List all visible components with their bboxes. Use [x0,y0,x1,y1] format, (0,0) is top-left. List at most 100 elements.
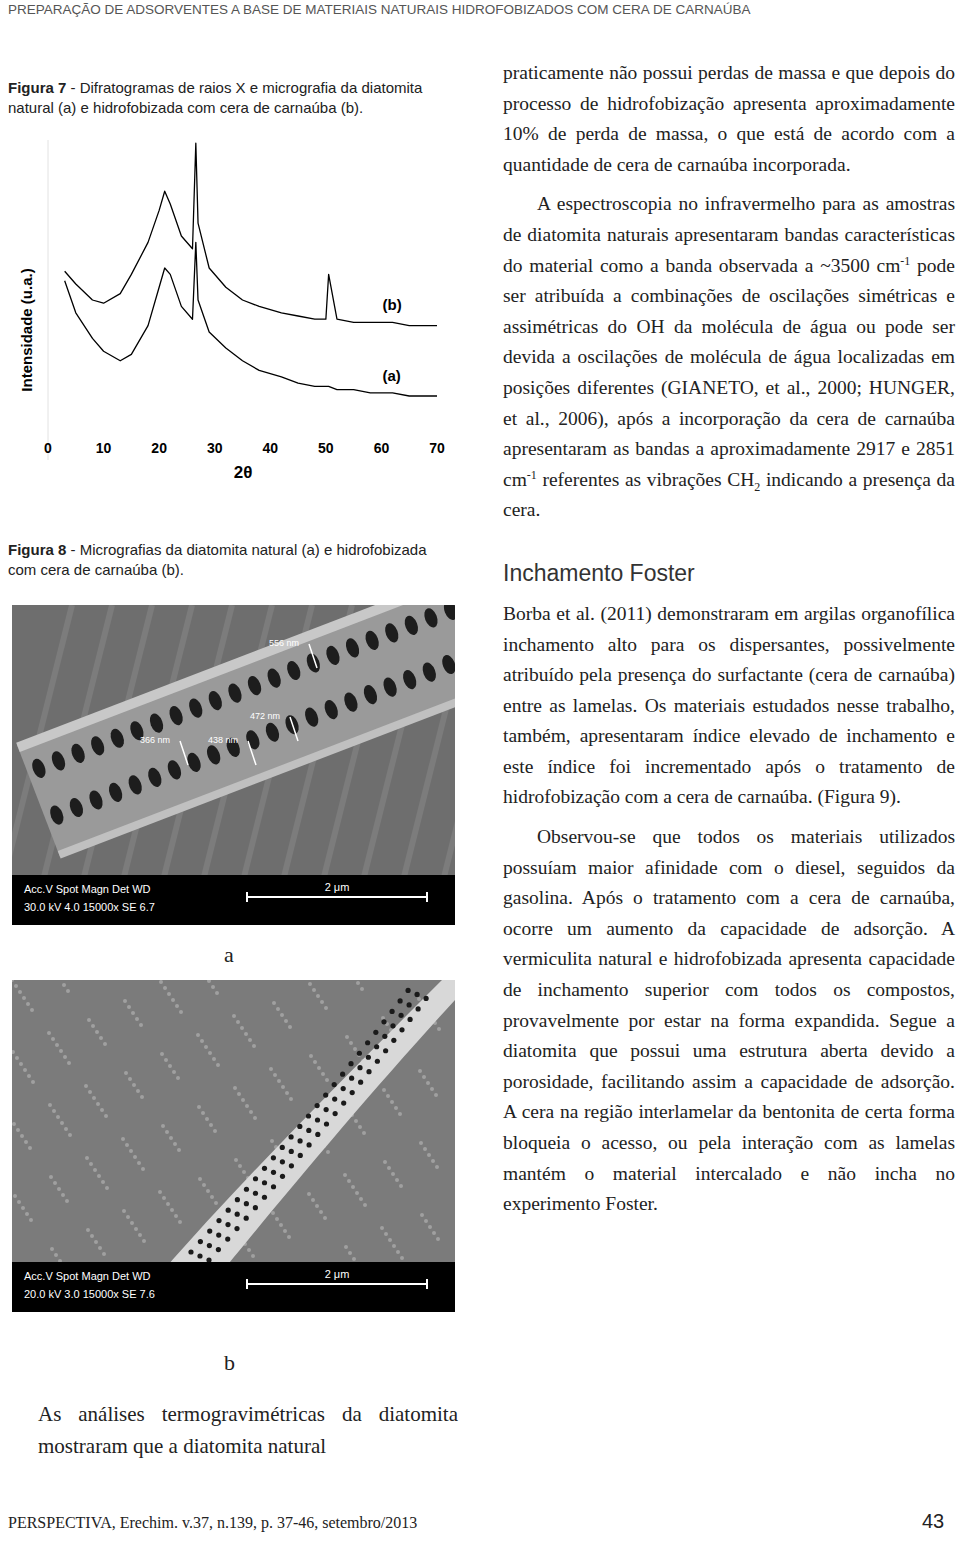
sem-texture [63,1055,67,1059]
x-tick-label: 30 [207,440,223,456]
sem-texture [173,1142,177,1146]
sem-texture [166,1202,170,1206]
x-tick-label: 0 [44,440,52,456]
pore [389,1009,394,1014]
sem-texture [198,1177,202,1181]
x-axis-label: 2θ [234,463,253,482]
series-label: (b) [383,296,402,313]
pore [271,1184,276,1189]
sem-texture [285,1091,289,1095]
text-run: referentes as vibrações CH [537,469,754,490]
frustule-band [16,605,455,859]
pore [381,1019,386,1024]
sem-texture [84,1084,88,1088]
sem-texture [102,1252,106,1256]
sem-texture [15,1056,19,1060]
sem-texture [105,1186,109,1190]
pore [363,629,381,652]
sem-texture [23,1068,27,1072]
measurement-label: 366 nm [140,735,170,745]
pore [340,1072,345,1077]
sem-texture [208,1051,212,1055]
sem-texture [86,1228,90,1232]
sem-texture [206,1189,210,1193]
sem-texture [200,1039,204,1043]
pore [288,1134,293,1139]
pore [297,1124,302,1129]
pore [407,1017,412,1022]
measure-line [309,644,317,668]
text-run: Borba et al. (2011) demonstraram em argi… [503,603,955,808]
sem-texture [237,1092,241,1096]
sem-texture [431,1159,435,1163]
sem-texture [201,1111,205,1115]
pore [187,697,205,720]
sem-texture [209,1123,213,1127]
pore [398,1013,403,1018]
sem-texture [422,1075,426,1079]
sem-texture [202,1183,206,1187]
sem-texture [323,1216,327,1220]
sem-texture [311,1198,315,1202]
sem-texture [176,1076,180,1080]
sem-texture [136,1089,140,1093]
pore [297,1138,302,1143]
sem-texture [177,1148,181,1152]
pore [262,1180,267,1185]
sem-texture [129,1149,133,1153]
sem-texture [169,1136,173,1140]
pore [350,1090,355,1095]
text-run: A espectroscopia no infravermelho para a… [503,193,955,275]
sem-texture [437,1027,441,1031]
sem-texture [312,988,316,992]
panel-label: b [224,1350,235,1376]
pore [365,1040,370,1045]
footer-journal: PERSPECTIVA, Erechim. v.37, n.139, p. 37… [8,1514,417,1532]
sem-texture [158,1190,162,1194]
sem-texture [163,986,167,990]
pore [30,757,48,780]
sem-texture [30,1008,34,1012]
sem-texture [284,1019,288,1023]
pore [357,1065,362,1070]
pore [253,1191,258,1196]
sem-texture [215,991,219,995]
sem-texture [175,1004,179,1008]
pore [349,1076,354,1081]
figure-caption: Figura 8 - Micrografias da diatomita nat… [8,540,453,580]
sem-texture [51,1037,55,1041]
pore [416,1006,421,1011]
caption-label: Figura 7 [8,79,66,96]
scale-bar [247,1283,427,1285]
sem-texture [59,1049,63,1053]
sem-texture [99,1036,103,1040]
sem-texture [317,1066,321,1070]
sem-texture [316,994,320,998]
sem-texture [103,1042,107,1046]
sem-texture [244,1032,248,1036]
scale-bar [426,1279,428,1289]
pore [322,698,340,721]
pore [234,1226,239,1231]
x-tick-label: 60 [374,440,390,456]
sem-texture [238,1164,242,1168]
sem-texture [315,1204,319,1208]
sem-texture [276,1007,280,1011]
sem-texture [275,1217,279,1221]
sem-texture [178,1220,182,1224]
sem-texture [130,1221,134,1225]
pore [245,674,263,697]
sem-texture [280,1013,284,1017]
sem-texture [21,1206,25,1210]
pore [244,1187,249,1192]
section-heading: Inchamento Foster [503,560,955,587]
pore [422,606,440,629]
sem-texture [96,1102,100,1106]
sem-texture [434,1093,438,1097]
pore [383,621,401,644]
scale-bar [246,892,248,902]
scale-label: 2 μm [325,881,350,893]
sem-texture [88,1090,92,1094]
pore [206,1257,211,1262]
series-label: (a) [383,367,401,384]
